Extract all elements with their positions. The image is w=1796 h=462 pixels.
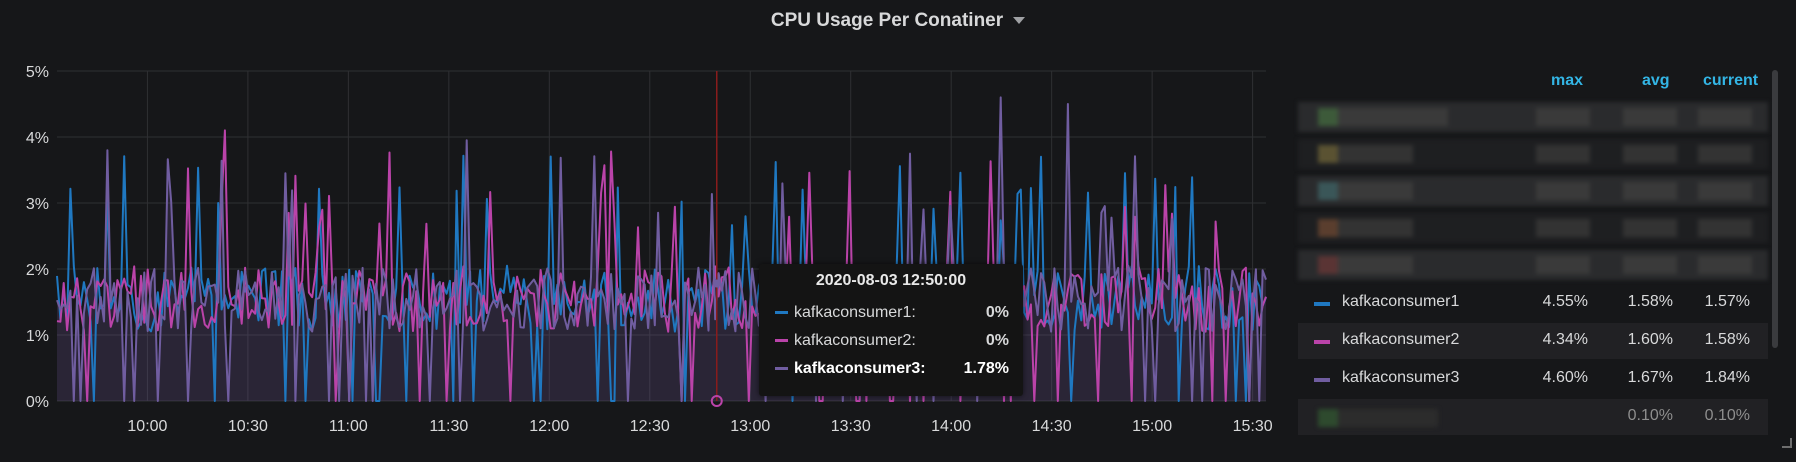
legend-max: 4.55% [1542,293,1588,310]
tooltip-series-name: kafkaconsumer3: [794,360,926,377]
x-tick-label: 12:00 [529,418,569,435]
legend-row-kafkaconsumer1[interactable]: kafkaconsumer1 4.55% 1.58% 1.57% [1298,285,1768,321]
tooltip-series-value: 0% [985,332,1009,349]
series-line-kafkaconsumer2 [56,129,1267,402]
legend-max: 4.60% [1542,369,1588,386]
panel-title-text: CPU Usage Per Conatiner [770,10,1004,31]
legend-row-redacted [1298,213,1768,243]
x-tick-label: 13:30 [831,418,871,435]
legend-row-kafkaconsumer3[interactable]: kafkaconsumer3 4.60% 1.67% 1.84% [1298,361,1768,397]
legend-row-redacted [1298,102,1768,132]
tooltip-series-value: 0% [985,304,1009,321]
legend-avg: 1.60% [1627,331,1673,348]
legend-header-avg[interactable]: avg [1642,72,1670,89]
series-swatch[interactable] [1314,378,1330,382]
tooltip-row-kafkaconsumer2: kafkaconsumer2: 0% [775,332,1009,350]
chevron-down-icon[interactable] [1013,17,1026,25]
series-swatch [775,339,788,343]
x-tick-label: 14:30 [1032,418,1072,435]
legend-current: 1.84% [1704,369,1750,386]
x-tick-label: 13:00 [730,418,770,435]
x-tick-label: 10:00 [127,418,167,435]
tooltip-series-name: kafkaconsumer2: [794,332,916,349]
tooltip-series-name: kafkaconsumer1: [794,304,916,321]
legend-series-name[interactable]: kafkaconsumer2 [1342,331,1460,348]
cpu-usage-chart[interactable]: 0% 1% 2% 3% 4% 5% 10:00 10:30 11:00 11:30 12:00 12:… [0,0,1290,462]
legend-header-current[interactable]: current [1703,72,1759,89]
legend-row-redacted [1298,176,1768,206]
legend-current: 0.10% [1704,407,1750,424]
series-swatch [775,311,788,315]
series-area-kafkaconsumer3 [57,97,1266,402]
tooltip-row-kafkaconsumer3: kafkaconsumer3: 1.78% [775,360,1009,378]
legend-avg: 0.10% [1627,407,1673,424]
legend-series-name[interactable]: kafkaconsumer3 [1342,369,1460,386]
series-swatch[interactable] [1314,340,1330,344]
y-tick-label: 1% [26,328,49,345]
tooltip-time: 2020-08-03 12:50:00 [815,272,967,289]
y-tick-label: 0% [26,394,49,411]
redacted-name [1298,403,1448,433]
legend-series-name[interactable]: kafkaconsumer1 [1342,293,1460,310]
y-tick-label: 2% [26,262,49,279]
tooltip-series-value: 1.78% [963,360,1009,377]
y-tick-label: 4% [26,130,49,147]
hover-point [710,395,723,407]
legend-row-kafkaconsumer2[interactable]: kafkaconsumer2 4.34% 1.60% 1.58% [1298,323,1768,359]
resize-handle-icon[interactable] [1782,438,1792,448]
x-tick-label: 11:30 [429,418,468,435]
legend-row-redacted [1298,250,1768,280]
legend-avg: 1.67% [1627,369,1673,386]
series-swatch[interactable] [1314,302,1330,306]
legend-avg: 1.58% [1627,293,1673,310]
x-tick-label: 15:30 [1233,418,1273,435]
panel-title[interactable]: CPU Usage Per Conatiner [0,10,1796,32]
tooltip-row-kafkaconsumer1: kafkaconsumer1: 0% [775,304,1009,322]
legend-row-partial[interactable]: 0.10% 0.10% [1298,399,1768,435]
legend-header-max[interactable]: max [1551,72,1584,89]
x-tick-label: 10:30 [228,418,268,435]
y-tick-label: 3% [26,196,49,213]
hover-point [712,279,721,288]
legend-row-redacted [1298,139,1768,169]
legend-current: 1.57% [1704,293,1750,310]
hover-tooltip: 2020-08-03 12:50:00 kafkaconsumer1: 0% k… [759,264,1023,396]
legend-current: 1.58% [1704,331,1750,348]
x-tick-label: 11:00 [329,418,368,435]
x-tick-label: 14:00 [931,418,971,435]
x-tick-label: 12:30 [630,418,670,435]
series-swatch [775,367,788,371]
x-tick-label: 15:00 [1132,418,1172,435]
legend-table: max avg current kafkaconsumer1 4.55% 1.5… [1298,60,1778,450]
legend-scrollbar[interactable] [1772,70,1778,348]
legend-max: 4.34% [1542,331,1588,348]
series-line-kafkaconsumer3 [56,96,1267,402]
y-tick-label: 5% [26,64,49,81]
